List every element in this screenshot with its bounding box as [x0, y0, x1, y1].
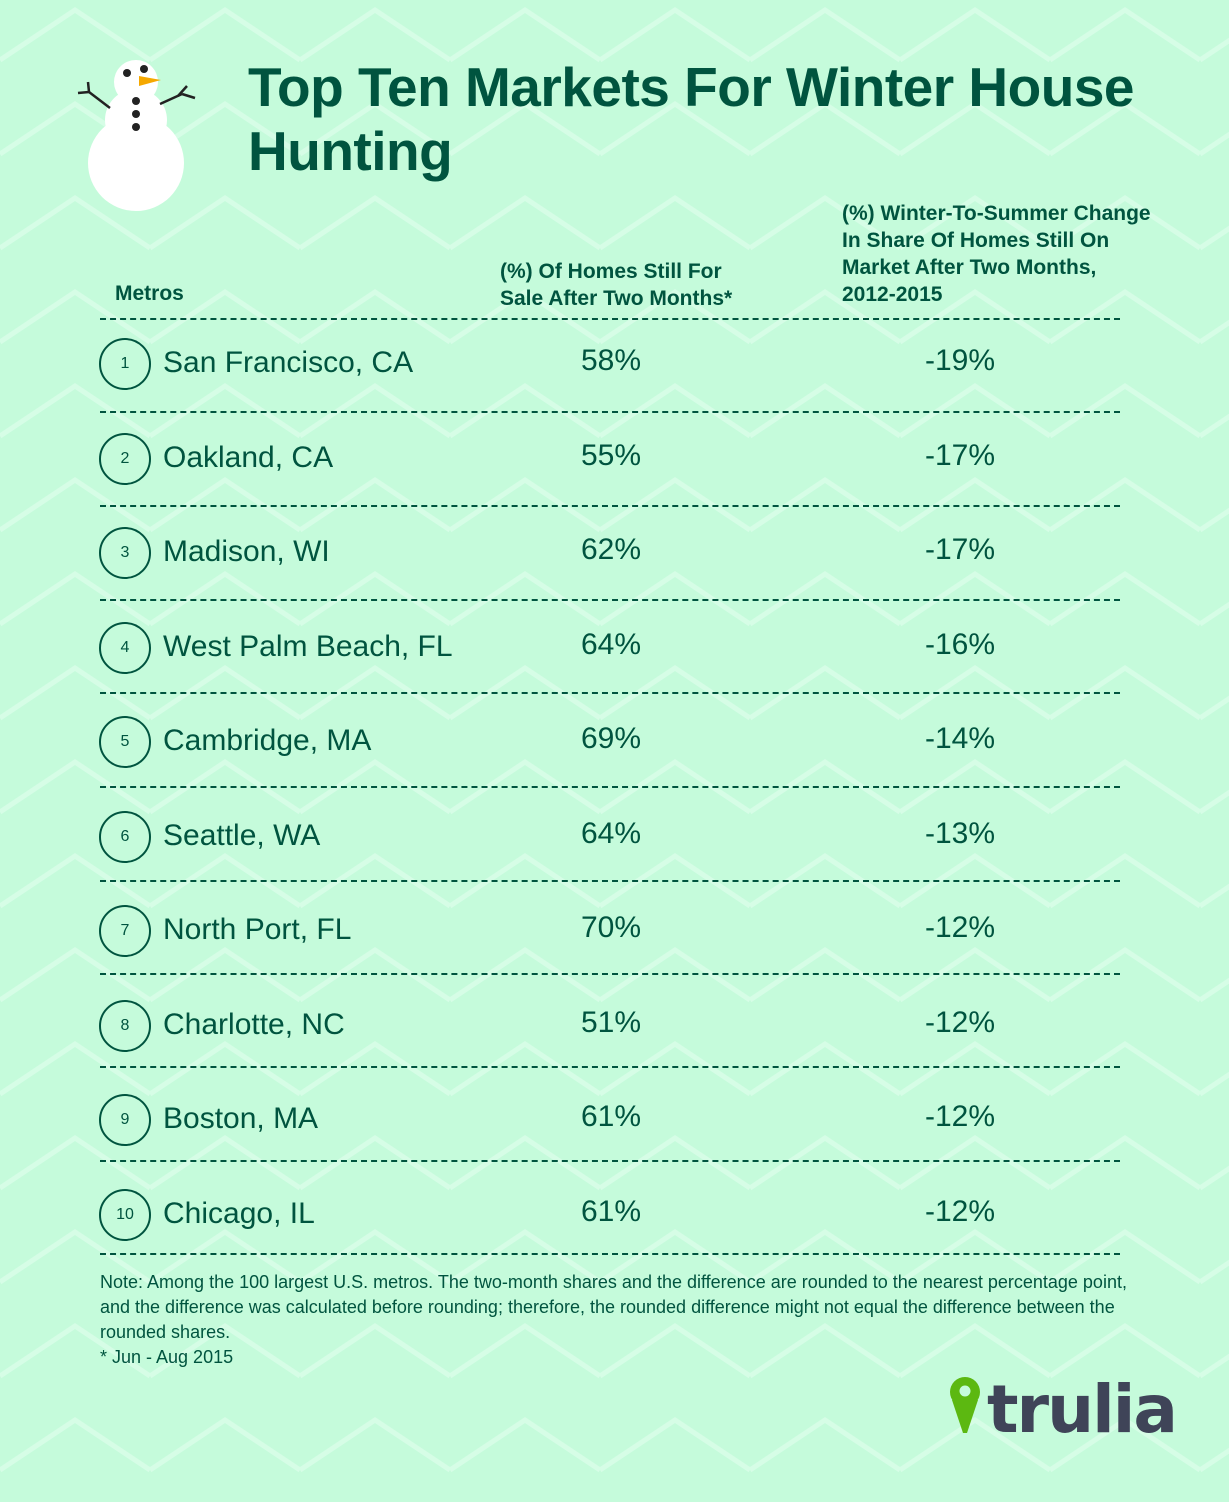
row-divider — [100, 411, 1120, 413]
row-divider — [100, 1253, 1120, 1255]
table-row: 9 Boston, MA 61% -12% — [0, 1094, 1229, 1146]
metro-name: West Palm Beach, FL — [163, 629, 453, 663]
row-divider — [100, 692, 1120, 694]
table-row: 3 Madison, WI 62% -17% — [0, 527, 1229, 579]
table-row: 10 Chicago, IL 61% -12% — [0, 1188, 1229, 1241]
table-row: 7 North Port, FL 70% -12% — [0, 905, 1229, 957]
metro-name: Boston, MA — [163, 1102, 319, 1135]
rank-badge: 2 — [99, 432, 151, 485]
share-value: 70% — [581, 911, 642, 944]
rank-badge: 7 — [99, 905, 151, 957]
row-divider — [100, 318, 1120, 320]
rank-badge: 8 — [99, 999, 151, 1052]
row-divider — [100, 880, 1120, 882]
rank-badge: 6 — [99, 810, 151, 863]
rank-badge: 9 — [99, 1094, 151, 1146]
rank-badge: 4 — [99, 621, 151, 674]
rank-badge: 5 — [99, 716, 151, 768]
table-row: 5 Cambridge, MA 69% -14% — [0, 716, 1229, 768]
note-text: Note: Among the 100 largest U.S. metros.… — [100, 1272, 1127, 1342]
share-value: 62% — [581, 533, 642, 566]
share-value: 51% — [581, 1005, 642, 1039]
change-value: -12% — [925, 911, 996, 944]
share-value: 64% — [581, 627, 642, 661]
rank-badge: 3 — [99, 527, 151, 579]
share-value: 69% — [581, 722, 642, 755]
change-value: -19% — [925, 344, 996, 377]
snowman-illustration — [77, 60, 196, 211]
change-value: -12% — [925, 1100, 996, 1133]
share-value: 58% — [581, 344, 642, 377]
metro-name: North Port, FL — [163, 913, 352, 946]
page-title: Top Ten Markets For Winter House Hunting — [248, 56, 1135, 182]
table-row: 1 San Francisco, CA 58% -19% — [0, 338, 1229, 390]
metro-name: Chicago, IL — [163, 1196, 315, 1230]
share-value: 61% — [581, 1100, 642, 1133]
trulia-logo: trulia — [945, 1370, 1178, 1448]
change-value: -13% — [925, 816, 996, 850]
column-header-share: (%) Of Homes Still For Sale After Two Mo… — [500, 260, 733, 310]
table-row: 4 West Palm Beach, FL 64% -16% — [0, 621, 1229, 674]
share-value: 55% — [581, 438, 642, 472]
change-value: -17% — [925, 438, 996, 472]
table-row: 6 Seattle, WA 64% -13% — [0, 810, 1229, 863]
metro-name: Oakland, CA — [163, 440, 334, 474]
metro-name: Charlotte, NC — [163, 1007, 345, 1041]
metro-name: San Francisco, CA — [163, 346, 414, 379]
change-value: -16% — [925, 627, 996, 661]
share-value: 64% — [581, 816, 642, 850]
row-divider — [100, 505, 1120, 507]
note: Note: Among the 100 largest U.S. metros.… — [100, 1270, 1130, 1370]
row-divider — [100, 1160, 1120, 1162]
rank-badge: 10 — [99, 1188, 151, 1241]
table-row: 2 Oakland, CA 55% -17% — [0, 432, 1229, 485]
change-value: -12% — [925, 1005, 996, 1039]
rank-badge: 1 — [99, 338, 151, 390]
column-header-metros: Metros — [115, 282, 184, 305]
row-divider — [100, 973, 1120, 975]
footnote: * Jun - Aug 2015 — [100, 1347, 234, 1367]
change-value: -17% — [925, 533, 996, 566]
table-row: 8 Charlotte, NC 51% -12% — [0, 999, 1229, 1052]
change-value: -14% — [925, 722, 996, 755]
row-divider — [100, 599, 1120, 601]
change-value: -12% — [925, 1194, 996, 1228]
row-divider — [100, 786, 1120, 788]
metro-name: Madison, WI — [163, 535, 330, 568]
column-header-change: (%) Winter-To-Summer Change In Share Of … — [842, 202, 1151, 306]
trulia-wordmark: trulia — [987, 1371, 1175, 1440]
row-divider — [100, 1066, 1120, 1068]
metro-name: Seattle, WA — [163, 818, 321, 852]
trulia-pin-icon — [950, 1377, 980, 1433]
share-value: 61% — [581, 1194, 642, 1228]
metro-name: Cambridge, MA — [163, 724, 372, 757]
